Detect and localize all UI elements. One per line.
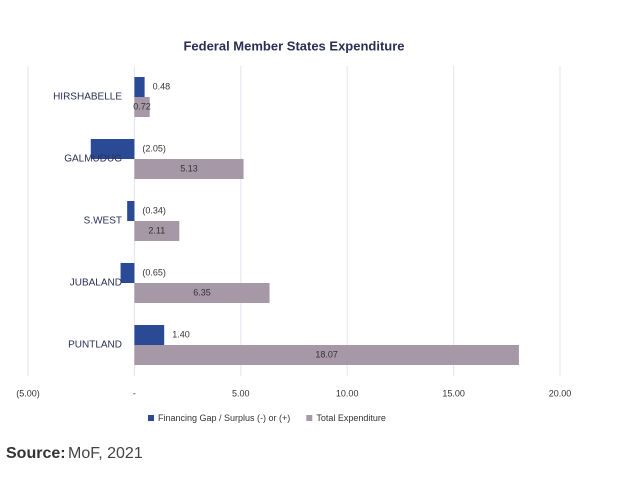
bar bbox=[134, 221, 180, 241]
bar bbox=[134, 345, 519, 365]
bar bbox=[134, 283, 270, 303]
x-tick-label: 15.00 bbox=[442, 388, 465, 398]
x-tick-label: - bbox=[133, 388, 136, 398]
value-label: 0.48 bbox=[153, 81, 171, 91]
source-label: Source: bbox=[6, 445, 66, 462]
value-label: (0.65) bbox=[142, 267, 166, 277]
y-tick-label: S.WEST bbox=[84, 216, 122, 227]
y-tick-label: HIRSHABELLE bbox=[53, 92, 122, 103]
value-label: 0.72 bbox=[133, 101, 151, 111]
bar bbox=[134, 97, 150, 117]
chart-title: Federal Member States Expenditure bbox=[183, 38, 404, 53]
x-tick-label: (5.00) bbox=[16, 388, 40, 398]
y-tick-label: PUNTLAND bbox=[68, 340, 122, 351]
value-label: (0.34) bbox=[142, 205, 166, 215]
x-tick-label: 20.00 bbox=[549, 388, 572, 398]
value-label: (2.05) bbox=[142, 143, 166, 153]
y-tick-label: JUBALAND bbox=[70, 278, 122, 289]
value-label: 6.35 bbox=[193, 287, 211, 297]
y-tick-label: GALMUDUG bbox=[64, 154, 122, 165]
x-tick-label: 5.00 bbox=[232, 388, 250, 398]
legend-label: Total Expenditure bbox=[316, 413, 386, 423]
legend-swatch bbox=[306, 415, 313, 421]
bar bbox=[127, 201, 135, 221]
bar bbox=[134, 325, 165, 345]
bar bbox=[134, 159, 244, 179]
source-text: MoF, 2021 bbox=[68, 445, 143, 462]
bar bbox=[90, 139, 135, 159]
legend-swatch bbox=[148, 415, 154, 421]
value-label: 1.40 bbox=[172, 329, 190, 339]
value-label: 5.13 bbox=[180, 163, 198, 173]
x-tick-label: 10.00 bbox=[336, 388, 359, 398]
bar bbox=[134, 77, 145, 97]
legend-label: Financing Gap / Surplus (-) or (+) bbox=[158, 413, 290, 423]
value-label: 18.07 bbox=[315, 349, 338, 359]
value-label: 2.11 bbox=[148, 225, 165, 235]
bar bbox=[120, 263, 135, 283]
